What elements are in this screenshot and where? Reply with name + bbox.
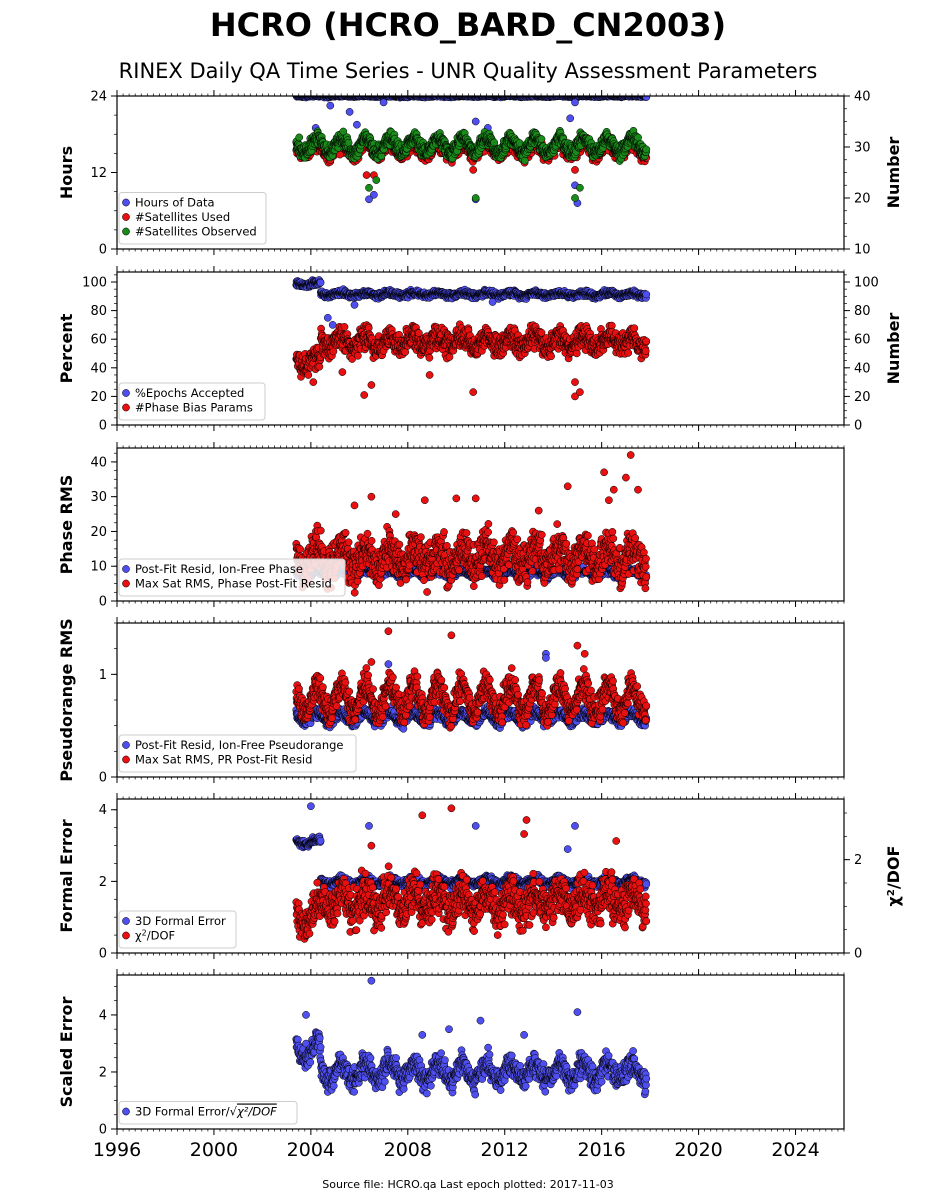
outlier-point (571, 194, 579, 202)
outlier-point (372, 176, 381, 184)
y-right-tick-label: 40 (854, 90, 871, 105)
hours-points (292, 96, 651, 207)
y-axis-right-label: Number (884, 137, 903, 209)
outlier-point (571, 166, 579, 174)
outlier-point (471, 117, 480, 126)
outlier-point (362, 171, 371, 179)
outlier-point (370, 190, 378, 199)
data-point (295, 133, 304, 142)
legend-label: #Satellites Used (135, 210, 230, 224)
outlier-point (353, 120, 361, 129)
outlier-point (345, 108, 354, 116)
outlier-point (379, 98, 388, 107)
data-point (537, 135, 546, 143)
y-right-tick-label: 20 (854, 192, 871, 207)
y-axis-left: 0 12 24 Hours (57, 90, 117, 258)
data-point (520, 156, 529, 165)
outlier-point (571, 98, 579, 107)
outlier-point (326, 101, 335, 110)
y-right-tick-label: 10 (854, 243, 871, 258)
outlier-point (471, 194, 480, 202)
outlier-point (469, 166, 478, 174)
data-point (316, 278, 325, 287)
figure-title: HCRO (HCRO_BARD_CN2003) (210, 6, 726, 44)
y-right-tick-label: 30 (854, 141, 871, 156)
y-tick-label: 12 (90, 166, 107, 181)
y-axis-label: Hours (57, 146, 76, 199)
data-point (642, 145, 651, 154)
outlier-point (365, 195, 373, 204)
percent-points (292, 276, 651, 401)
legend-marker (122, 227, 130, 236)
legend-label: #Satellites Observed (135, 225, 257, 239)
legend-marker (122, 213, 130, 221)
data-point (634, 133, 642, 142)
y-axis-right: 10 20 30 40 Number (844, 90, 903, 258)
data-point (339, 127, 348, 136)
series-3-points (292, 126, 651, 202)
percent-panel: 020406080100Percent020406080100Number%Ep… (57, 266, 903, 434)
outlier-point (365, 183, 373, 192)
data-point (642, 96, 651, 101)
legend-marker (122, 198, 130, 207)
y-tick-label: 0 (99, 243, 107, 258)
data-point (490, 138, 499, 147)
outlier-point (576, 183, 584, 192)
legend: Hours of Data#Satellites Used#Satellites… (118, 192, 267, 245)
figure-subtitle: RINEX Daily QA Time Series - UNR Quality… (119, 59, 818, 83)
y-tick-label: 24 (90, 90, 107, 105)
outlier-point (566, 114, 575, 123)
series-1-points (292, 276, 651, 329)
legend-label: Hours of Data (135, 196, 215, 210)
